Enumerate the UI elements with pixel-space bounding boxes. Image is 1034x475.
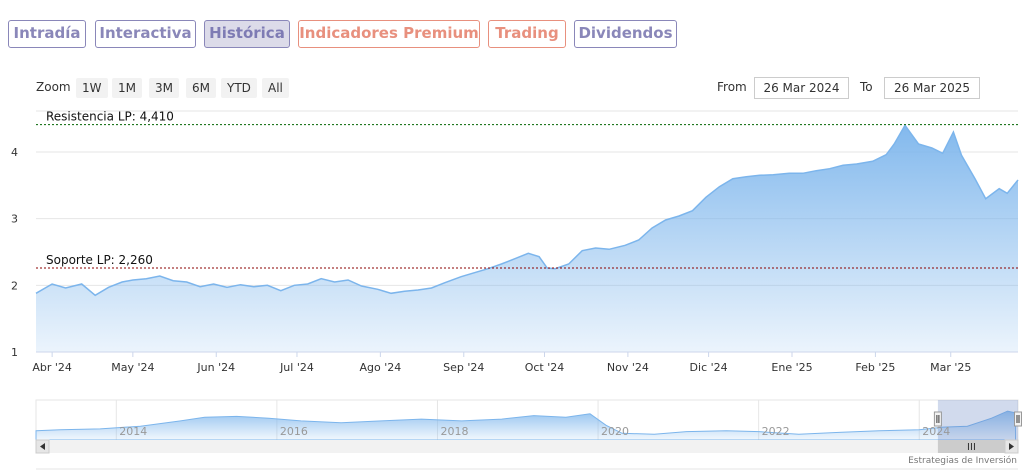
y-tick-label: 4 [11, 146, 18, 159]
from-date-input[interactable]: 26 Mar 2024 [754, 77, 849, 99]
scrollbar-thumb[interactable] [937, 440, 1005, 453]
y-tick-label: 1 [11, 346, 18, 359]
grip-icon [967, 443, 975, 450]
tab-historica[interactable]: Histórica [204, 20, 290, 48]
x-tick-label: Oct '24 [525, 361, 565, 374]
tab-trading[interactable]: Trading [488, 20, 566, 48]
scrollbar-track[interactable] [36, 440, 1018, 453]
navigator-grid [115, 400, 920, 440]
y-axis: 1 2 3 4 [11, 146, 18, 359]
x-tick-label: Mar '25 [930, 361, 971, 374]
x-tick-label: Sep '24 [443, 361, 484, 374]
gridlines [36, 151, 1018, 353]
annotation-label: Resistencia LP: 4,410 [46, 110, 174, 124]
x-tick-label: Feb '25 [855, 361, 895, 374]
zoom-label: Zoom [36, 80, 71, 94]
x-tick-label: Abr '24 [32, 361, 72, 374]
navigator-year-labels: 2014 2016 2018 2020 2022 2024 [119, 425, 950, 438]
zoom-button-1w[interactable]: 1W [76, 78, 108, 98]
annotation-label: Soporte LP: 2,260 [46, 253, 153, 267]
x-axis: Abr '24 May '24 Jun '24 Jul '24 Ago '24 Sep '… [32, 352, 971, 374]
navigator-handle[interactable] [1014, 411, 1022, 427]
navigator-year-label: 2018 [440, 425, 468, 438]
navigator-year-label: 2020 [601, 425, 629, 438]
scroll-left-button[interactable] [35, 439, 50, 454]
zoom-button-3m[interactable]: 3M [149, 78, 179, 98]
from-label: From [717, 80, 747, 94]
zoom-button-ytd[interactable]: YTD [221, 78, 257, 98]
navigator-year-label: 2014 [119, 425, 147, 438]
x-tick-label: Ago '24 [359, 361, 401, 374]
x-tick-label: Jul '24 [279, 361, 314, 374]
zoom-button-1m[interactable]: 1M [112, 78, 142, 98]
navigator-year-label: 2024 [922, 425, 950, 438]
tab-interactiva[interactable]: Interactiva [95, 20, 196, 48]
price-line [35, 123, 1019, 297]
navigator-handle[interactable] [933, 411, 942, 427]
x-tick-label: Ene '25 [771, 361, 812, 374]
navigator-area [35, 410, 1017, 441]
to-date-input[interactable]: 26 Mar 2025 [884, 77, 980, 99]
navigator[interactable]: 2014 2016 2018 2020 2022 2024 [35, 399, 1022, 441]
x-tick-label: Dic '24 [690, 361, 728, 374]
credits-label: Estrategias de Inversión [908, 455, 1017, 466]
zoom-button-all[interactable]: All [262, 78, 289, 98]
price-area [36, 125, 1018, 352]
scroll-right-button[interactable] [1004, 439, 1019, 454]
y-tick-label: 2 [11, 279, 18, 292]
x-tick-label: May '24 [111, 361, 154, 374]
tab-indicadores-premium[interactable]: Indicadores Premium [298, 20, 480, 48]
y-tick-label: 3 [11, 213, 18, 226]
x-tick-label: Jun '24 [196, 361, 235, 374]
navigator-year-label: 2022 [762, 425, 790, 438]
tab-intradia[interactable]: Intradía [8, 20, 86, 48]
navigator-frame [35, 399, 1019, 441]
tab-dividendos[interactable]: Dividendos [574, 20, 677, 48]
arrow-right-icon [1009, 443, 1014, 450]
scrollbar[interactable] [35, 439, 1019, 454]
x-tick-label: Nov '24 [607, 361, 649, 374]
navigator-year-label: 2016 [280, 425, 308, 438]
annotations: Resistencia LP: 4,410 Soporte LP: 2,260 [36, 110, 1018, 269]
navigator-window[interactable] [937, 400, 1018, 440]
navigator-handles[interactable] [933, 411, 1022, 427]
arrow-left-icon [40, 443, 45, 450]
zoom-button-6m[interactable]: 6M [186, 78, 216, 98]
to-label: To [860, 80, 873, 94]
